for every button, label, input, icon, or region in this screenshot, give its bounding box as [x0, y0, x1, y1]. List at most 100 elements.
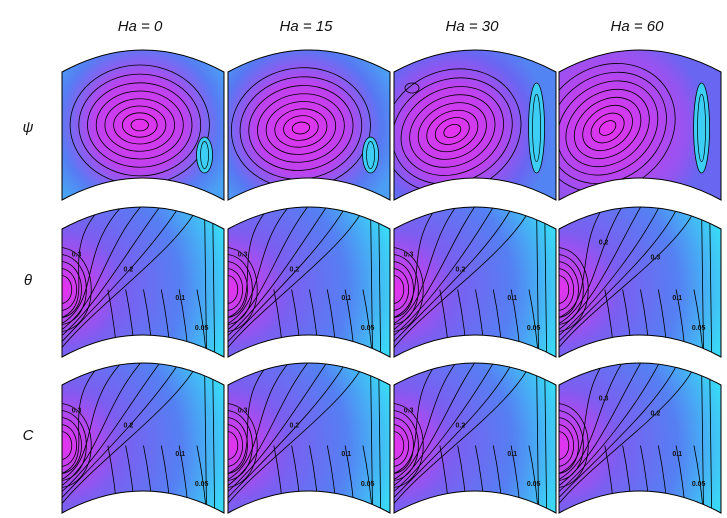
- contour-line: [559, 207, 612, 318]
- contour-line: [701, 363, 704, 513]
- conc-field-fill: [228, 363, 390, 513]
- contour-line: [394, 410, 419, 481]
- contour-line: [62, 207, 186, 342]
- conc-panel-0: 0.3 0.2 0.1 0.05: [61, 362, 225, 514]
- streamline: [95, 90, 184, 160]
- contour-line: [394, 207, 464, 324]
- contour-line: [559, 363, 612, 474]
- theta-field-fill: [559, 207, 721, 357]
- contour-label: 0.05: [692, 481, 706, 488]
- contour-label: 0.2: [124, 267, 134, 274]
- panel-border: [227, 49, 391, 201]
- contour-label: 0.1: [341, 451, 351, 458]
- contour-line: [62, 268, 77, 311]
- contour-line: [559, 403, 589, 488]
- contour-label: 0.3: [238, 252, 248, 259]
- contour-line: [62, 363, 186, 498]
- panel-grid: 0.30.20.10.050.30.20.10.050.30.20.10.050…: [61, 49, 722, 514]
- contour-line: [701, 207, 704, 357]
- theta-panel-1: 0.3 0.2 0.1 0.05: [227, 206, 391, 358]
- contour-label: 0.1: [507, 451, 517, 458]
- streamline: [443, 124, 462, 138]
- secondary-streamline: [200, 141, 209, 169]
- contour-line: [62, 417, 82, 474]
- contour-line: [394, 363, 500, 492]
- contour-line: [544, 363, 548, 513]
- streamline: [87, 82, 193, 168]
- psi-panel-0: [61, 49, 225, 201]
- contour-line: [559, 363, 683, 498]
- streamline: [598, 120, 617, 136]
- contour-line: [394, 431, 405, 460]
- contour-line: [204, 363, 207, 513]
- contour-line: [559, 363, 629, 480]
- contour-line: [394, 207, 482, 330]
- panel-border: [558, 49, 722, 201]
- streamline: [573, 97, 642, 159]
- theta-panel-3: 0.2 0.3 0.1 0.05: [558, 206, 722, 358]
- row-title-conc: C: [23, 427, 34, 444]
- contour-label: 0.05: [361, 481, 375, 488]
- contour-line: [228, 410, 253, 481]
- streamline: [113, 105, 167, 145]
- contour-label: 0.1: [175, 451, 185, 458]
- secondary-cell: [196, 136, 213, 174]
- streamline: [417, 102, 487, 160]
- contour-line: [559, 207, 647, 330]
- column-title-ha-60: Ha = 60: [611, 18, 665, 35]
- contour-line: [62, 363, 132, 480]
- panel-border: [61, 362, 225, 514]
- contour-line: [228, 207, 298, 324]
- contour-line: [394, 268, 409, 311]
- panel-border: [61, 206, 225, 358]
- contour-line: [378, 363, 382, 513]
- contour-line: [62, 363, 150, 486]
- secondary-streamline: [366, 141, 375, 169]
- streamline: [400, 86, 505, 176]
- contour-line: [394, 275, 405, 304]
- contour-line: [62, 207, 168, 336]
- contour-label: 0.05: [361, 325, 375, 332]
- psi-field-fill: [394, 50, 556, 200]
- streamline: [121, 112, 158, 138]
- psi-field-fill: [62, 50, 224, 200]
- streamline: [409, 94, 496, 168]
- corner-cell: [404, 82, 420, 94]
- conc-panel-2: 0.3 0.2 0.1 0.05: [393, 362, 557, 514]
- contour-line: [62, 363, 168, 492]
- panel-border: [393, 49, 557, 201]
- contour-line: [559, 275, 570, 304]
- psi-panel-2: [393, 49, 557, 201]
- panel-border: [227, 206, 391, 358]
- theta-panel-0: 0.3 0.2 0.1 0.05: [61, 206, 225, 358]
- streamline: [69, 64, 210, 186]
- contour-label: 0.05: [195, 325, 209, 332]
- contour-line: [394, 207, 518, 342]
- contour-label: 0.3: [404, 252, 414, 259]
- contour-line: [394, 417, 414, 474]
- streamline: [130, 118, 149, 132]
- contour-label: 0.2: [290, 423, 300, 430]
- contour-line: [378, 207, 382, 357]
- contour-label: 0.1: [672, 451, 682, 458]
- contour-line: [228, 431, 239, 460]
- streamline: [239, 76, 363, 180]
- contour-label: 0.05: [527, 481, 541, 488]
- column-title-ha-15: Ha = 15: [280, 18, 334, 35]
- panel-border: [558, 362, 722, 514]
- streamline: [78, 73, 202, 177]
- contour-line: [394, 247, 424, 332]
- contour-line: [709, 207, 713, 357]
- contour-label: 0.2: [456, 267, 466, 274]
- contour-line: [62, 431, 73, 460]
- streamline: [291, 121, 310, 135]
- contour-label: 0.3: [72, 408, 82, 415]
- column-title-ha-30: Ha = 30: [446, 18, 500, 35]
- contour-label: 0.2: [124, 423, 134, 430]
- secondary-cell: [693, 82, 710, 174]
- contour-label: 0.2: [290, 267, 300, 274]
- contour-line: [559, 410, 584, 481]
- contour-line: [559, 207, 665, 336]
- contour-line: [394, 261, 414, 318]
